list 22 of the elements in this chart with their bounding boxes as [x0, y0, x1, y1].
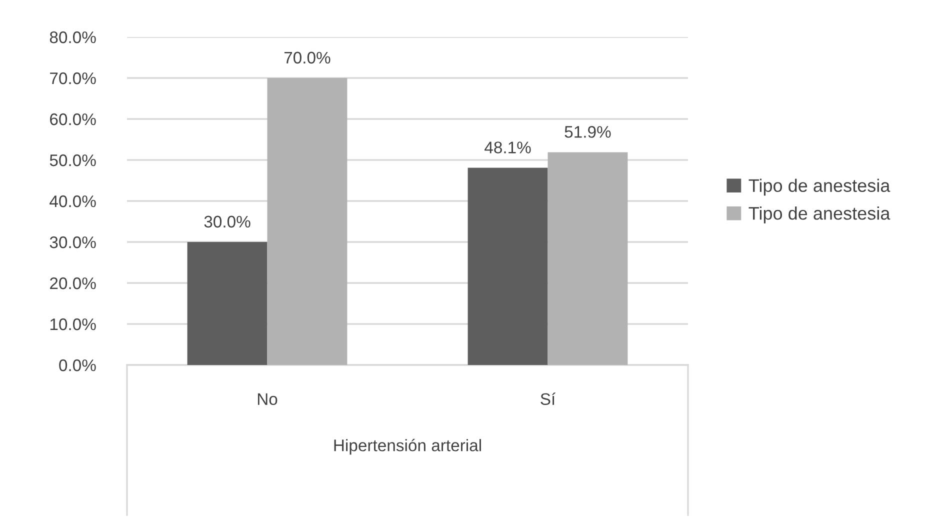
legend-label: Tipo de anestesia	[748, 178, 890, 196]
data-label: 70.0%	[284, 52, 330, 64]
y-tick-label: 0.0%	[59, 359, 96, 372]
data-label: 48.1%	[484, 142, 531, 154]
y-tick-label: 10.0%	[50, 318, 96, 330]
y-tick-label: 50.0%	[50, 154, 96, 166]
data-label: 51.9%	[564, 126, 611, 138]
bar	[548, 152, 628, 365]
bar	[267, 78, 348, 365]
bar	[187, 242, 268, 365]
y-tick-label: 20.0%	[50, 277, 96, 290]
bar	[468, 168, 548, 365]
y-tick-label: 70.0%	[50, 72, 96, 84]
x-tick-label: Sí	[540, 392, 556, 406]
y-tick-label: 30.0%	[50, 236, 96, 248]
x-axis-title: Hipertensión arterial	[334, 438, 481, 455]
y-tick-label: 80.0%	[50, 31, 96, 44]
data-label: 30.0%	[204, 216, 250, 228]
y-tick-label: 40.0%	[50, 195, 96, 208]
x-tick-label: No	[258, 393, 278, 406]
legend-label: Tipo de anestesia	[748, 206, 890, 224]
y-tick-label: 60.0%	[50, 113, 96, 126]
